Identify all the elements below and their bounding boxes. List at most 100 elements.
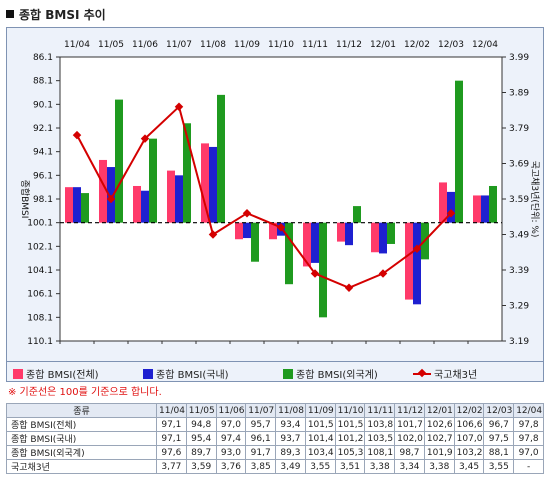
bar-domestic [379,222,387,254]
bar-total [167,170,175,223]
bullet-square-icon [6,10,14,18]
chart-title: 종합 BMSI 추이 [6,6,106,23]
table-cell: 101,2 [334,431,366,446]
table-cell: 103,8 [364,417,396,432]
bar-domestic [243,222,251,239]
table-cell: 3,77 [156,459,187,474]
x-tick-label: 11/07 [166,40,192,50]
table-row-label: 종합 BMSI(전체) [6,417,157,432]
y2-tick-label: 3.39 [509,266,529,276]
table-header-cell: 11/10 [334,403,366,418]
legend-swatch-total [13,369,23,379]
table-cell: 96,1 [245,431,277,446]
table-cell: 101,5 [304,417,336,432]
legend-line-bond [413,373,431,375]
y2-tick-label: 3.69 [509,160,529,170]
y-tick-label: 88.1 [33,77,53,87]
table-cell: 3,55 [483,459,515,474]
table-cell: 89,7 [185,445,217,460]
bar-total [439,182,447,223]
table-row-label: 종합 BMSI(국내) [6,431,157,446]
x-tick-label: 12/02 [404,40,430,50]
table-cell: 101,7 [394,417,425,432]
bar-total [65,187,73,223]
table-cell: 97,0 [215,417,247,432]
bond-yield-point [208,230,218,239]
table-cell: 97,0 [513,445,544,460]
bar-domestic [413,222,421,305]
bar-foreign [81,193,89,223]
bar-total [405,222,413,300]
bar-domestic [209,146,217,223]
bar-total [337,222,345,242]
table-cell: 3,55 [304,459,336,474]
bar-domestic [311,222,319,263]
bond-yield-point [310,269,320,278]
table-cell: 97,8 [513,417,544,432]
bond-yield-line [76,104,452,289]
bond-yield-point [344,283,354,292]
x-tick-label: 11/04 [64,40,90,50]
legend-label-bond: 국고채3년 [434,370,478,381]
table-cell: 101,9 [423,445,455,460]
y2-tick-label: 3.79 [509,124,529,134]
table-row: 종합 BMSI(외국계) 97,6 89,7 93,0 91,7 89,3 103,4 105… [6,445,544,460]
table-header-cell: 12/03 [483,403,515,418]
table-cell: 95,7 [245,417,277,432]
x-tick-label: 11/08 [200,40,226,50]
table-row: 종합 BMSI(국내) 97,1 95,4 97,4 96,1 93,7 101,4 101,… [6,431,544,446]
bar-foreign [183,123,191,223]
legend-label-foreign: 종합 BMSI(외국계) [296,370,378,381]
legend-item-total: 종합 BMSI(전체) [13,366,99,381]
bar-domestic [175,175,183,223]
bar-foreign [455,80,463,223]
legend-item-bond: 국고채3년 [413,366,477,381]
table-cell: 97,6 [156,445,187,460]
y-tick-label: 110.1 [27,337,53,347]
bar-foreign [353,206,361,223]
chart-title-text: 종합 BMSI 추이 [19,8,106,22]
bar-domestic [73,187,81,223]
y-tick-label: 92.1 [33,124,53,134]
legend-swatch-foreign [283,369,293,379]
bar-total [303,222,311,267]
table-cell: 89,3 [275,445,306,460]
bond-yield-point [106,194,116,204]
table-cell: 3,45 [453,459,485,474]
x-tick-label: 12/04 [472,40,498,50]
table-cell: 91,7 [245,445,277,460]
table-row-label: 종합 BMSI(외국계) [6,445,157,460]
table-cell: 3,38 [364,459,396,474]
table-cell: 96,7 [483,417,515,432]
y-tick-label: 98.1 [33,195,53,205]
table-header-cell: 11/11 [364,403,396,418]
table-cell: 3,76 [215,459,247,474]
y-tick-label: 90.1 [33,100,53,110]
bond-yield-point [242,208,252,218]
table-cell: 97,1 [156,431,187,446]
bond-yield-point [174,102,184,111]
table-cell: 102,0 [394,431,425,446]
table-header-cell: 11/06 [215,403,247,418]
table-cell: 93,0 [215,445,247,460]
bar-foreign [387,222,395,244]
y2-tick-label: 3.59 [509,195,529,205]
bar-foreign [149,138,157,223]
y2-tick-label: 3.29 [509,302,529,312]
x-tick-label: 11/10 [268,40,294,50]
table-cell: 103,5 [364,431,396,446]
bar-foreign [115,99,123,223]
table-header-row: 종류 11/04 11/05 11/06 11/07 11/08 11/09 11/10 11… [6,403,544,418]
table-header-cell: 11/05 [185,403,217,418]
legend-swatch-domestic [143,369,153,379]
y2-tick-label: 3.99 [509,53,529,63]
legend-label-total: 종합 BMSI(전체) [26,370,99,381]
x-tick-label: 11/09 [234,40,260,50]
table-cell: 3,49 [275,459,306,474]
baseline-note: ※ 기준선은 100를 기준으로 합니다. [8,387,162,398]
bar-total [133,185,141,223]
bar-domestic [345,222,353,246]
bar-domestic [447,191,455,223]
table-row: 국고채3년 3,77 3,59 3,76 3,85 3,49 3,55 3,51 3,38 3,3… [6,459,544,474]
table-header-cell: 11/09 [304,403,336,418]
